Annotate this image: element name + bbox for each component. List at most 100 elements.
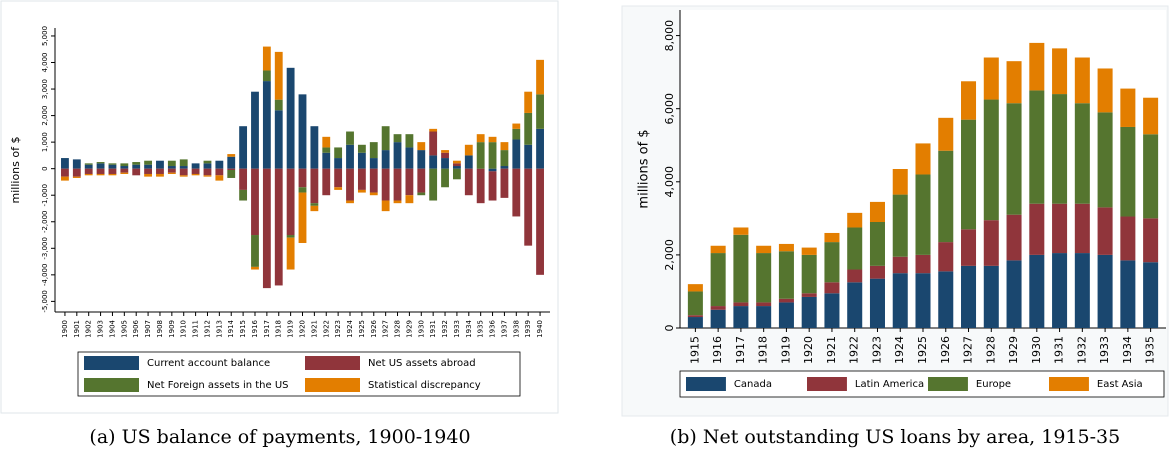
bar-segment xyxy=(778,298,794,303)
bar-segment xyxy=(84,173,93,176)
bar-segment xyxy=(156,173,164,177)
bar-segment xyxy=(824,282,840,294)
bar-segment xyxy=(801,247,817,255)
bar-segment xyxy=(536,94,544,129)
bar-segment xyxy=(756,253,772,303)
bar-segment xyxy=(417,192,426,196)
x-tick-label: 1917 xyxy=(734,336,747,364)
bar-segment xyxy=(132,162,141,165)
bar-segment xyxy=(179,166,188,169)
bar-segment xyxy=(892,256,908,274)
bar-segment xyxy=(961,229,977,266)
bar-segment xyxy=(357,168,366,190)
bar-segment xyxy=(334,168,343,188)
legend-swatch xyxy=(305,356,360,370)
x-tick-label: 1930 xyxy=(1030,336,1043,364)
bar-segment xyxy=(132,168,141,176)
bar-segment xyxy=(215,175,224,181)
bar-segment xyxy=(915,143,931,175)
y-tick-label: 8,000 xyxy=(663,20,676,52)
x-tick-label: 1921 xyxy=(310,320,318,338)
bar-segment xyxy=(1143,97,1159,135)
x-tick-label: 1924 xyxy=(346,319,354,337)
bar-segment xyxy=(512,139,521,169)
bar-segment xyxy=(733,234,749,303)
bar-segment xyxy=(191,163,200,169)
legend-label: Latin America xyxy=(855,379,924,390)
bar-segment xyxy=(429,131,438,156)
bar-segment xyxy=(915,174,931,255)
x-tick-label: 1933 xyxy=(453,320,461,338)
bar-segment xyxy=(179,175,188,177)
bar-segment xyxy=(452,163,461,167)
bar-segment xyxy=(1143,218,1159,263)
bar-segment xyxy=(167,166,176,169)
x-tick-label: 1932 xyxy=(441,320,449,338)
bar-segment xyxy=(322,147,331,153)
x-tick-label: 1914 xyxy=(227,319,235,337)
bar-segment xyxy=(405,195,414,204)
legend-label: Net Foreign assets in the US xyxy=(147,380,289,391)
bar-segment xyxy=(84,168,93,174)
bar-segment xyxy=(869,201,885,222)
legend-swatch xyxy=(84,356,139,370)
bar-segment xyxy=(346,168,354,201)
x-tick-label: 1917 xyxy=(263,320,271,338)
bar-segment xyxy=(476,142,485,169)
bar-segment xyxy=(938,150,954,243)
y-tick-label: 2,000 xyxy=(41,106,49,126)
bar-segment xyxy=(61,176,69,181)
bar-segment xyxy=(500,150,509,167)
bar-segment xyxy=(334,147,343,159)
bar-segment xyxy=(938,117,954,151)
y-tick-label: -2,000 xyxy=(41,210,49,233)
x-tick-label: 1909 xyxy=(168,320,176,338)
bar-segment xyxy=(1052,48,1068,95)
bar-segment xyxy=(733,302,749,307)
bar-segment xyxy=(733,306,749,328)
bar-segment xyxy=(72,159,81,169)
legend-swatch xyxy=(807,377,847,391)
bar-segment xyxy=(524,112,533,145)
bar-segment xyxy=(310,168,319,204)
bar-segment xyxy=(179,168,188,176)
bar-segment xyxy=(227,156,236,169)
bar-segment xyxy=(96,168,105,174)
bar-segment xyxy=(274,110,283,169)
bar-segment xyxy=(892,273,908,328)
bar-segment xyxy=(167,160,176,167)
x-tick-label: 1928 xyxy=(394,320,402,338)
x-tick-label: 1922 xyxy=(322,320,330,338)
bar-segment xyxy=(72,176,81,178)
bar-segment xyxy=(892,194,908,257)
bar-segment xyxy=(1029,90,1045,204)
bar-segment xyxy=(1074,103,1090,204)
bar-segment xyxy=(144,168,153,174)
bar-segment xyxy=(381,168,390,201)
bar-segment xyxy=(429,155,438,169)
bar-segment xyxy=(915,254,931,274)
x-tick-label: 1915 xyxy=(239,320,247,338)
legend-label: Current account balance xyxy=(147,358,270,369)
bar-segment xyxy=(417,168,426,193)
bar-segment xyxy=(488,142,497,169)
x-tick-label: 1920 xyxy=(802,336,815,364)
x-tick-label: 1912 xyxy=(203,320,211,338)
bar-segment xyxy=(393,168,402,201)
x-tick-label: 1913 xyxy=(215,320,223,338)
x-tick-label: 1938 xyxy=(512,320,520,338)
x-tick-label: 1911 xyxy=(192,320,200,338)
y-tick-label: 6,000 xyxy=(663,93,676,125)
bar-segment xyxy=(357,144,366,153)
bar-segment xyxy=(346,200,354,204)
bar-segment xyxy=(488,136,497,143)
bar-segment xyxy=(393,142,402,169)
bar-segment xyxy=(441,152,449,159)
bar-segment xyxy=(369,192,378,196)
legend-box xyxy=(77,351,521,397)
bar-segment xyxy=(1006,61,1022,104)
bar-segment xyxy=(961,81,977,120)
x-tick-label: 1919 xyxy=(779,336,792,364)
legend-swatch xyxy=(928,377,968,391)
bar-segment xyxy=(239,168,248,190)
